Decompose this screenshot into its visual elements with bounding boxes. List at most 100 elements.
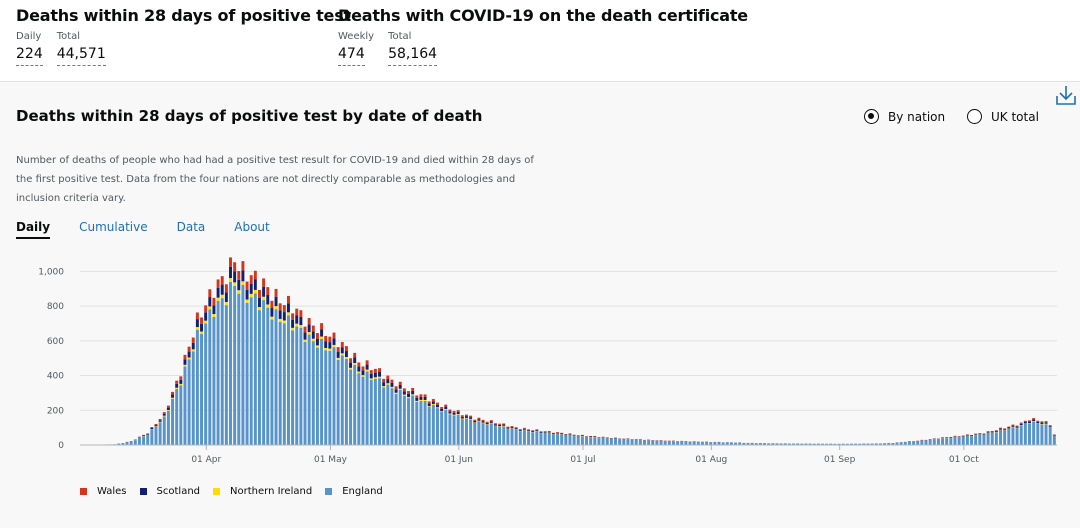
- bar-segment-england: [639, 440, 642, 445]
- bar-segment-england: [146, 435, 149, 445]
- bar-segment-scotland: [159, 420, 162, 422]
- bar-segment-scotland: [540, 432, 543, 433]
- bar-segment-scotland: [1040, 423, 1043, 424]
- download-icon[interactable]: [1056, 84, 1076, 106]
- bar-segment-england: [291, 330, 294, 445]
- tab-daily[interactable]: Daily: [16, 220, 50, 239]
- bar-segment-scotland: [349, 363, 352, 368]
- bar-segment-england: [304, 342, 307, 445]
- bar-segment-wales: [382, 379, 385, 382]
- bar-segment-wales: [556, 432, 559, 433]
- bar-segment-wales: [200, 317, 203, 323]
- bar-segment-northern-ireland: [287, 312, 290, 315]
- bar-segment-wales: [270, 301, 273, 308]
- bar-segment-england: [651, 441, 654, 445]
- bar-segment-england: [312, 341, 315, 445]
- bar-segment-scotland: [440, 409, 443, 411]
- bar-segment-scotland: [519, 430, 522, 431]
- bar-segment-england: [941, 438, 944, 445]
- bar-segment-england: [155, 427, 158, 445]
- bar-segment-wales: [1028, 420, 1031, 421]
- bar-segment-england: [573, 436, 576, 445]
- bar-segment-england: [1040, 424, 1043, 445]
- bar-segment-wales: [457, 410, 460, 412]
- bar-segment-northern-ireland: [241, 281, 244, 285]
- bar-segment-wales: [312, 326, 315, 332]
- bar-segment-england: [937, 439, 940, 445]
- bar-segment-england: [664, 441, 667, 445]
- bar-segment-wales: [337, 347, 340, 352]
- bar-segment-scotland: [374, 373, 377, 378]
- bar-segment-northern-ireland: [229, 278, 232, 282]
- bar-segment-scotland: [386, 379, 389, 383]
- bar-segment-england: [631, 440, 634, 445]
- bar-segment-england: [647, 440, 650, 445]
- bar-segment-england: [295, 326, 298, 445]
- bar-segment-wales: [316, 333, 319, 339]
- metric-daily-value[interactable]: 224: [16, 46, 43, 66]
- metric-daily-label: Daily: [16, 31, 43, 43]
- bar-segment-england: [523, 430, 526, 445]
- bar-segment-england: [283, 323, 286, 445]
- bar-segment-scotland: [378, 372, 381, 377]
- bar-segment-scotland: [419, 397, 422, 400]
- bar-segment-wales: [1016, 426, 1019, 427]
- bar-segment-wales: [1024, 421, 1027, 422]
- bar-segment-wales: [212, 298, 215, 305]
- bar-segment-northern-ireland: [353, 363, 356, 365]
- metric-total-value[interactable]: 44,571: [57, 46, 106, 66]
- legend-label: England: [342, 486, 383, 497]
- bar-segment-wales: [511, 426, 514, 427]
- radio-selected-icon: [864, 109, 879, 124]
- tab-about[interactable]: About: [234, 220, 269, 239]
- y-tick-label: 1,000: [38, 267, 64, 277]
- bar-segment-northern-ireland: [295, 324, 298, 327]
- bar-segment-northern-ireland: [399, 389, 402, 390]
- bar-segment-scotland: [502, 425, 505, 426]
- bar-segment-wales: [486, 422, 489, 423]
- bar-segment-scotland: [233, 271, 236, 282]
- bar-segment-scotland: [324, 341, 327, 348]
- bar-segment-wales: [999, 428, 1002, 429]
- x-tick-label: 01 Jun: [445, 455, 473, 465]
- bar-segment-england: [1003, 431, 1006, 445]
- bar-segment-wales: [366, 360, 369, 364]
- bar-segment-scotland: [982, 434, 985, 435]
- metric-total-value[interactable]: 58,164: [388, 46, 437, 66]
- bar-segment-wales: [1011, 425, 1014, 426]
- bar-segment-england: [233, 286, 236, 445]
- bar-segment-england: [308, 335, 311, 445]
- bar-segment-scotland: [291, 320, 294, 328]
- bar-segment-england: [399, 390, 402, 445]
- bar-segment-england: [424, 401, 427, 445]
- bar-segment-england: [415, 402, 418, 445]
- bar-segment-england: [246, 303, 249, 445]
- bar-segment-england: [254, 293, 257, 445]
- bar-segment-northern-ireland: [291, 328, 294, 331]
- bar-segment-england: [668, 441, 671, 445]
- legend-swatch: [213, 488, 220, 495]
- bar-segment-scotland: [241, 270, 244, 281]
- radio-by-nation[interactable]: By nation: [864, 109, 945, 124]
- bar-segment-wales: [171, 392, 174, 395]
- bar-segment-scotland: [258, 298, 261, 307]
- tab-cumulative[interactable]: Cumulative: [79, 220, 148, 239]
- metric-weekly-value[interactable]: 474: [338, 46, 365, 66]
- radio-uk-total[interactable]: UK total: [967, 109, 1039, 124]
- bar-segment-northern-ireland: [192, 349, 195, 351]
- bar-segment-england: [341, 355, 344, 445]
- bar-segment-wales: [159, 419, 162, 420]
- tab-data[interactable]: Data: [177, 220, 206, 239]
- bar-segment-wales: [411, 388, 414, 391]
- bar-segment-northern-ireland: [183, 365, 186, 367]
- bar-segment-northern-ireland: [448, 413, 451, 414]
- bar-segment-scotland: [995, 431, 998, 432]
- bar-segment-scotland: [299, 317, 302, 325]
- bar-segment-scotland: [217, 288, 220, 298]
- bar-segment-wales: [183, 355, 186, 360]
- bar-segment-wales: [250, 275, 253, 283]
- bar-segment-scotland: [1007, 427, 1010, 428]
- bar-segment-england: [564, 436, 567, 445]
- bar-segment-scotland: [469, 417, 472, 419]
- bar-segment-wales: [279, 303, 282, 310]
